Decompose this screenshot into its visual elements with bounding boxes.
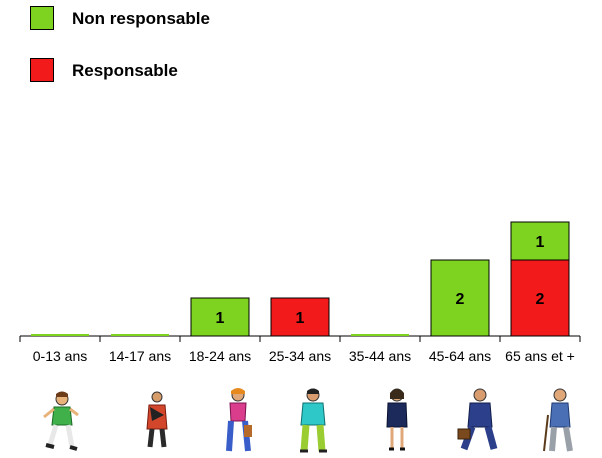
young-man-icon	[300, 388, 327, 453]
data-label: 2	[456, 291, 465, 308]
legend-label-responsable: Responsable	[72, 61, 178, 80]
data-label: 1	[216, 310, 225, 327]
data-label: 2	[536, 291, 545, 308]
businessman-briefcase-icon	[457, 388, 498, 451]
bar-segment	[270, 297, 330, 337]
x-tick-label: 14-17 ans	[109, 348, 171, 364]
x-tick-label: 18-24 ans	[189, 348, 251, 364]
legend-swatch-non-responsable	[30, 6, 54, 30]
bar-segment	[190, 297, 250, 337]
x-tick-label: 0-13 ans	[33, 348, 87, 364]
young-woman-icon	[226, 388, 252, 452]
x-tick-label: 65 ans et +	[505, 348, 575, 364]
teen-walking-icon	[146, 391, 168, 448]
x-tick-label: 45-64 ans	[429, 348, 491, 364]
x-tick-label: 25-34 ans	[269, 348, 331, 364]
bar-segment	[510, 221, 570, 261]
stacked-bar-chart: 0-13 ans 14-17 ans 1 18-24 ans 1 25-34 ans 35-…	[19, 221, 581, 364]
legend-swatch-responsable	[30, 58, 54, 82]
data-label: 1	[536, 234, 545, 251]
data-label: 1	[296, 310, 305, 327]
legend-label-non-responsable: Non responsable	[72, 9, 210, 28]
elderly-man-cane-icon	[543, 388, 573, 452]
child-running-icon	[43, 391, 79, 451]
x-tick-label: 35-44 ans	[349, 348, 411, 364]
businesswoman-icon	[386, 388, 408, 451]
bar-segment	[430, 259, 490, 337]
